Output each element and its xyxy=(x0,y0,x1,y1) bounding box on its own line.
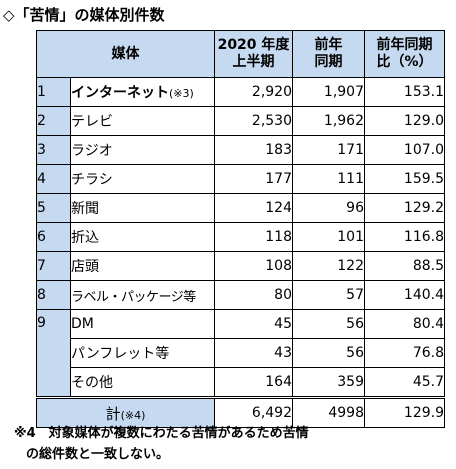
header-previous-period: 前年 同期 xyxy=(292,30,365,78)
row-number: 2 xyxy=(36,106,71,136)
current-count: 43 xyxy=(214,338,293,368)
table-row: 5 新聞 124 96 129.2 xyxy=(36,193,445,223)
total-row: 計(※4) 6,492 4998 129.9 xyxy=(36,396,445,428)
total-label: 計(※4) xyxy=(36,396,215,428)
previous-count: 56 xyxy=(292,338,365,368)
media-name: パンフレット等 xyxy=(70,338,215,368)
yoy-ratio: 76.8 xyxy=(364,338,445,368)
current-count: 164 xyxy=(214,367,293,398)
table-row: 1 インターネット(※3) 2,920 1,907 153.1 xyxy=(36,77,445,107)
media-name: インターネット(※3) xyxy=(70,77,215,107)
total-yoy-ratio: 129.9 xyxy=(364,396,445,428)
media-name: テレビ xyxy=(70,106,215,136)
previous-count: 171 xyxy=(292,135,365,165)
yoy-ratio: 129.2 xyxy=(364,193,445,223)
previous-count: 56 xyxy=(292,309,365,339)
media-complaints-table: 媒体 2020 年度 上半期 前年 同期 前年同期 比（%） 1 インターネット… xyxy=(36,30,445,428)
previous-count: 1,962 xyxy=(292,106,365,136)
previous-count: 101 xyxy=(292,222,365,252)
table-row: 4 チラシ 177 111 159.5 xyxy=(36,164,445,194)
previous-count: 57 xyxy=(292,280,365,310)
current-count: 177 xyxy=(214,164,293,194)
media-name: チラシ xyxy=(70,164,215,194)
yoy-ratio: 45.7 xyxy=(364,367,445,398)
row-number: 8 xyxy=(36,280,71,310)
total-label-text: 計 xyxy=(105,404,121,423)
table-row: 7 店頭 108 122 88.5 xyxy=(36,251,445,281)
header-yoy-ratio: 前年同期 比（%） xyxy=(364,30,445,78)
media-note: (※3) xyxy=(169,87,194,100)
current-count: 45 xyxy=(214,309,293,339)
footnote-line1: ※4 対象媒体が複数にわたる苦情があるため苦情 xyxy=(14,426,309,441)
yoy-ratio: 107.0 xyxy=(364,135,445,165)
table-row: 2 テレビ 2,530 1,962 129.0 xyxy=(36,106,445,136)
previous-count: 1,907 xyxy=(292,77,365,107)
header-current-period-line2: 上半期 xyxy=(232,54,275,70)
row-number: 9 xyxy=(36,309,71,398)
previous-count: 122 xyxy=(292,251,365,281)
header-row: 媒体 2020 年度 上半期 前年 同期 前年同期 比（%） xyxy=(36,30,445,78)
yoy-ratio: 116.8 xyxy=(364,222,445,252)
media-name: 店頭 xyxy=(70,251,215,281)
current-count: 118 xyxy=(214,222,293,252)
footnote: ※4 対象媒体が複数にわたる苦情があるため苦情 の総件数と一致しない。 xyxy=(14,423,309,465)
media-name: DM xyxy=(70,309,215,339)
table-row: パンフレット等 43 56 76.8 xyxy=(37,338,445,368)
total-previous-count: 4998 xyxy=(292,396,365,428)
header-yoy-ratio-line1: 前年同期 xyxy=(376,37,433,53)
yoy-ratio: 140.4 xyxy=(364,280,445,310)
header-current-period-line1: 2020 年度 xyxy=(217,37,290,53)
media-name: ラジオ xyxy=(70,135,215,165)
row-number: 7 xyxy=(36,251,71,281)
row-number: 4 xyxy=(36,164,71,194)
table-row: 6 折込 118 101 116.8 xyxy=(36,222,445,252)
current-count: 124 xyxy=(214,193,293,223)
media-name: ラベル・パッケージ等 xyxy=(70,280,215,310)
current-count: 2,530 xyxy=(214,106,293,136)
header-current-period: 2020 年度 上半期 xyxy=(214,30,293,78)
table-row: 3 ラジオ 183 171 107.0 xyxy=(36,135,445,165)
total-note: (※4) xyxy=(120,408,146,422)
table-row: 9 DM 45 56 80.4 xyxy=(36,309,445,398)
row-number: 6 xyxy=(36,222,71,252)
media-name: その他 xyxy=(70,367,215,398)
previous-count: 111 xyxy=(292,164,365,194)
current-count: 108 xyxy=(214,251,293,281)
table-row: 8 ラベル・パッケージ等 80 57 140.4 xyxy=(36,280,445,310)
current-count: 80 xyxy=(214,280,293,310)
yoy-ratio: 129.0 xyxy=(364,106,445,136)
header-previous-period-line2: 同期 xyxy=(314,54,343,70)
header-media: 媒体 xyxy=(36,30,215,78)
header-previous-period-line1: 前年 xyxy=(314,37,343,53)
row-number: 3 xyxy=(36,135,71,165)
current-count: 2,920 xyxy=(214,77,293,107)
media-name-text: インターネット xyxy=(71,85,170,101)
yoy-ratio: 80.4 xyxy=(364,309,445,339)
media-name: 新聞 xyxy=(70,193,215,223)
previous-count: 96 xyxy=(292,193,365,223)
yoy-ratio: 153.1 xyxy=(364,77,445,107)
footnote-line2: の総件数と一致しない。 xyxy=(26,447,170,462)
table-title: ◇「苦情」の媒体別件数 xyxy=(3,6,165,24)
yoy-ratio: 88.5 xyxy=(364,251,445,281)
row-number: 5 xyxy=(36,193,71,223)
row-number: 1 xyxy=(36,77,71,107)
media-name: 折込 xyxy=(70,222,215,252)
table-row: その他 164 359 45.7 xyxy=(37,367,445,398)
header-yoy-ratio-line2: 比（%） xyxy=(376,54,433,70)
yoy-ratio: 159.5 xyxy=(364,164,445,194)
previous-count: 359 xyxy=(292,367,365,398)
current-count: 183 xyxy=(214,135,293,165)
